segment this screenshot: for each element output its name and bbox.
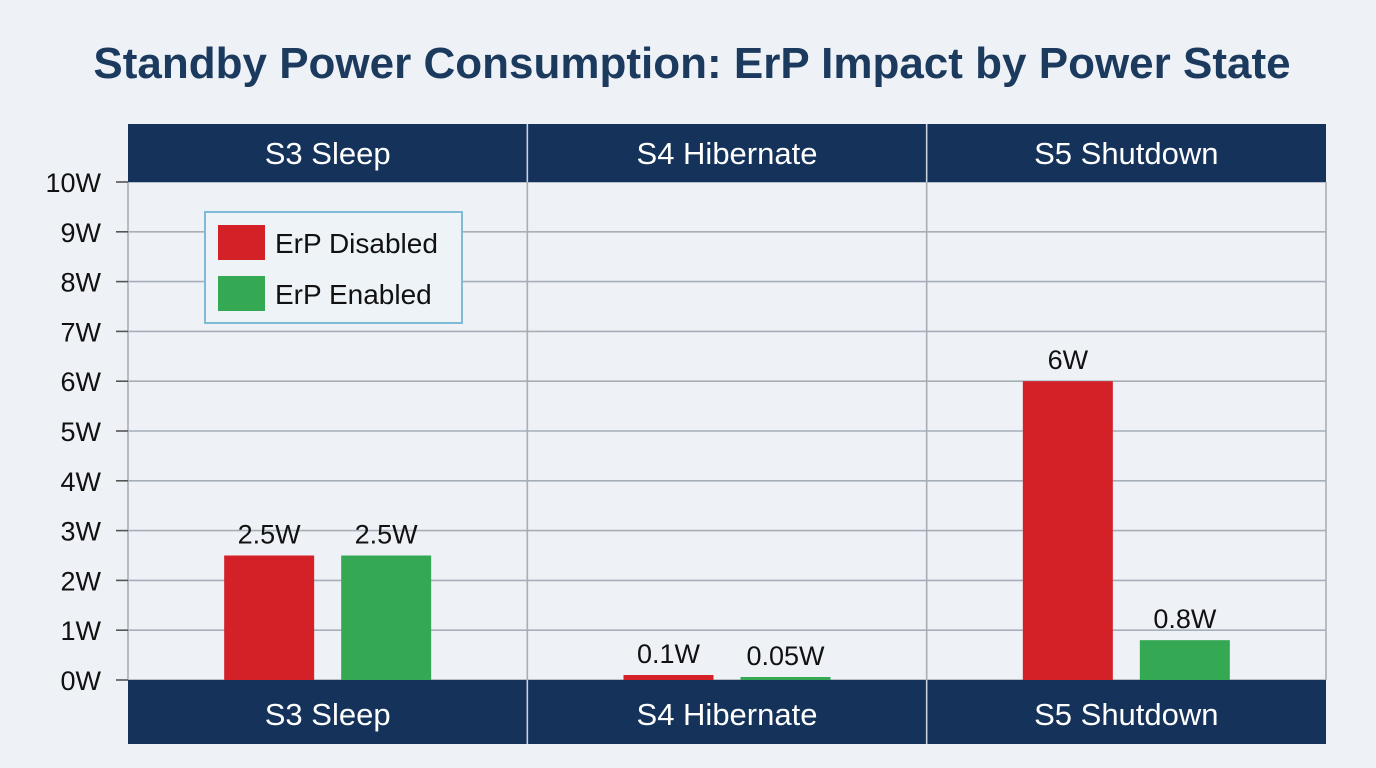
x-tick-label: S3 Sleep — [265, 697, 391, 732]
legend-entry: ErP Disabled — [275, 228, 438, 259]
data-label: 2.5W — [355, 520, 419, 550]
bar-erp-enabled — [1139, 640, 1230, 680]
category-header-label: S5 Shutdown — [1034, 136, 1218, 171]
x-tick-label: S4 Hibernate — [637, 697, 818, 732]
legend-swatch — [218, 225, 265, 260]
legend: ErP Disabled ErP Enabled — [204, 211, 463, 324]
data-label: 0.05W — [746, 641, 825, 671]
y-tick-label: 2W — [61, 566, 102, 596]
y-tick-label: 4W — [61, 467, 102, 497]
category-header-label: S3 Sleep — [265, 136, 391, 171]
bar-erp-disabled — [224, 555, 315, 680]
data-label: 0.8W — [1153, 604, 1217, 634]
data-label: 0.1W — [637, 639, 701, 669]
chart-title: Standby Power Consumption: ErP Impact by… — [93, 39, 1290, 88]
y-tick-label: 6W — [61, 367, 102, 397]
top-category-band: S3 Sleep S4 Hibernate S5 Shutdown — [128, 124, 1326, 182]
y-tick-label: 5W — [61, 417, 102, 447]
category-footer-cell — [926, 680, 1326, 744]
category-header-cell — [527, 124, 927, 182]
bar-erp-disabled — [623, 675, 714, 680]
category-header-cell — [128, 124, 528, 182]
category-footer-cell — [527, 680, 927, 744]
y-tick-label: 8W — [61, 268, 102, 298]
category-header-cell — [926, 124, 1326, 182]
category-footer-cell — [128, 680, 528, 744]
y-tick-label: 10W — [45, 168, 101, 198]
bar-erp-enabled — [740, 677, 831, 680]
bar-erp-disabled — [1022, 381, 1113, 680]
legend-swatch — [218, 276, 265, 311]
y-tick-label: 1W — [61, 616, 102, 646]
data-label: 6W — [1048, 345, 1089, 375]
legend-entry: ErP Enabled — [275, 279, 432, 310]
x-tick-label: S5 Shutdown — [1034, 697, 1218, 732]
y-tick-label: 0W — [61, 666, 102, 696]
y-axis: 0W 1W 2W 3W 4W 5W 6W 7W 8W 9W 10W — [45, 168, 128, 696]
bars: 2.5W 0.1W 6W 2.5W 0.05W 0.8W — [224, 345, 1230, 680]
y-tick-label: 9W — [61, 218, 102, 248]
data-label: 2.5W — [238, 520, 302, 550]
y-tick-label: 7W — [61, 317, 102, 347]
y-tick-label: 3W — [61, 517, 102, 547]
bottom-category-band: S3 Sleep S4 Hibernate S5 Shutdown — [128, 680, 1326, 744]
bar-erp-enabled — [341, 555, 432, 680]
category-header-label: S4 Hibernate — [637, 136, 818, 171]
